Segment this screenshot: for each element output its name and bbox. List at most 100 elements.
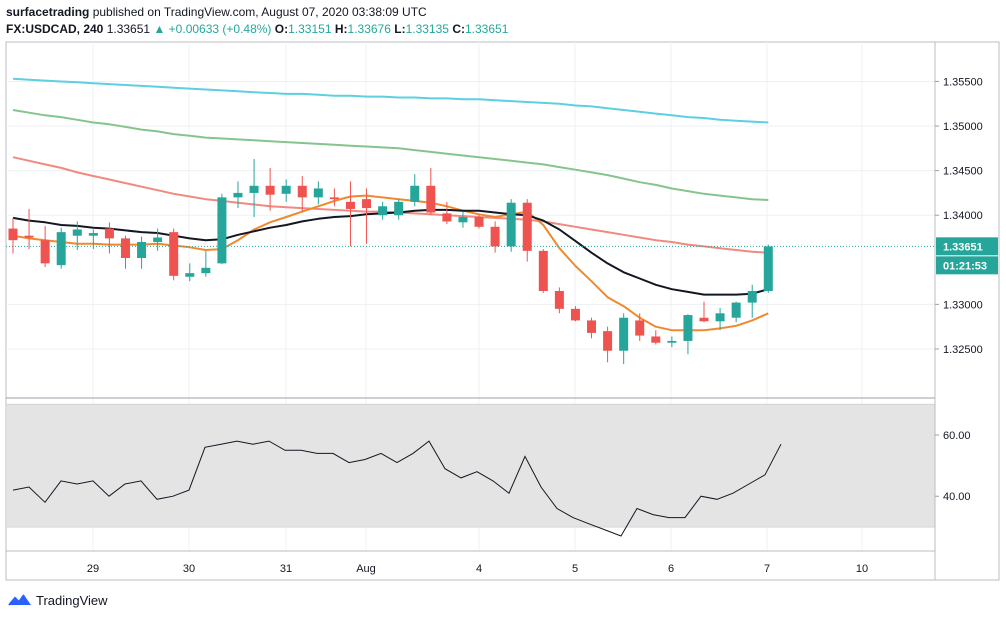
price-tick-label: 1.34000 [943, 210, 983, 222]
candle-body [249, 185, 259, 193]
candle-up [137, 236, 147, 269]
open-label: O: [274, 22, 289, 36]
time-tick-label: 30 [183, 563, 195, 575]
candle-body [731, 302, 741, 318]
candle-body [313, 188, 323, 198]
candle-body [185, 273, 195, 277]
publish-line: surfacetrading published on TradingView.… [6, 4, 508, 21]
candle-body [683, 315, 693, 341]
candle-body [56, 232, 66, 266]
candle-down [699, 301, 709, 323]
candle-up [394, 199, 404, 220]
change-up-icon: ▲ [153, 22, 166, 36]
candle-up [683, 314, 693, 355]
candle-up [667, 336, 677, 348]
candle-body [458, 216, 468, 223]
candle-body [72, 229, 82, 236]
time-tick-label: 10 [856, 563, 868, 575]
candle-down [169, 228, 179, 281]
candle-body [265, 185, 275, 195]
candle-body [378, 206, 388, 216]
candle-body [619, 317, 629, 351]
candle-down [120, 235, 130, 269]
time-tick-label: 31 [280, 563, 292, 575]
candle-body [506, 202, 516, 247]
candle-body [635, 320, 645, 336]
high-label: H: [334, 22, 348, 36]
low-value: 1.33135 [405, 22, 449, 36]
candle-down [538, 249, 548, 293]
price-tick-label: 1.33000 [943, 299, 983, 311]
candle-down [570, 306, 580, 322]
tradingview-logo-icon[interactable] [8, 592, 32, 608]
ma-black-line [12, 208, 769, 296]
candle-up [88, 229, 98, 250]
chart-header: surfacetrading published on TradingView.… [6, 4, 508, 38]
candle-up [153, 228, 163, 251]
candle-up [313, 181, 323, 205]
symbol-label[interactable]: FX:USDCAD, 240 [6, 22, 104, 36]
candle-up [458, 211, 468, 228]
time-tick-label: 6 [668, 563, 674, 575]
candlestick-series[interactable] [8, 159, 773, 365]
candle-body [538, 250, 548, 291]
candle-down [345, 181, 355, 247]
candle-up [619, 313, 629, 365]
price-chart[interactable]: 29 30 31 Aug 4 5 6 7 10 1.35500 1.35000 1.34500 1.34… [0, 0, 1006, 590]
candle-body [345, 201, 355, 209]
candle-body [426, 185, 436, 213]
candle-body [169, 232, 179, 276]
candle-body [362, 199, 372, 209]
price-tick-label: 1.35500 [943, 76, 983, 88]
candle-down [522, 199, 532, 262]
countdown-tag [936, 256, 998, 275]
candle-body [587, 320, 597, 333]
last-price-tag-label: 1.33651 [943, 241, 983, 253]
candle-down [24, 208, 34, 250]
rsi-tick-label: 40.00 [943, 491, 971, 503]
candle-up [233, 181, 243, 209]
candle-body [715, 313, 725, 322]
candle-down [442, 201, 452, 225]
publish-info: published on TradingView.com, August 07,… [92, 5, 427, 19]
candle-body [8, 228, 18, 241]
time-tick-label: 7 [764, 563, 770, 575]
candle-body [233, 192, 243, 198]
candle-body [88, 233, 98, 236]
ma-green-line [12, 109, 769, 201]
candle-down [635, 313, 645, 341]
candle-body [474, 216, 484, 227]
candle-body [120, 238, 130, 259]
candle-body [201, 267, 211, 274]
candle-up [763, 244, 773, 293]
candle-down [603, 326, 613, 363]
candle-body [490, 226, 500, 247]
candle-up [217, 193, 227, 265]
candle-body [667, 340, 677, 343]
candle-body [651, 336, 661, 343]
price-tick-label: 1.35000 [943, 121, 983, 133]
footer-brand[interactable]: TradingView [36, 592, 108, 608]
candle-body [24, 235, 34, 238]
time-tick-label: Aug [356, 563, 376, 575]
candle-up [747, 284, 757, 318]
candle-up [249, 159, 259, 217]
rsi-series [12, 440, 782, 537]
candle-down [40, 225, 50, 267]
candle-down [265, 167, 275, 211]
candle-up [185, 263, 195, 282]
rsi-line [12, 440, 782, 537]
candle-down [490, 221, 500, 253]
close-label: C: [452, 22, 465, 36]
rsi-tick-label: 60.00 [943, 430, 971, 442]
author-name[interactable]: surfacetrading [6, 5, 90, 19]
candle-body [281, 185, 291, 194]
candle-down [297, 175, 307, 212]
candle-down [554, 287, 564, 314]
rsi-band [7, 404, 935, 527]
candle-body [522, 202, 532, 251]
candle-up [506, 199, 516, 252]
low-label: L: [394, 22, 406, 36]
candle-body [217, 197, 227, 264]
open-value: 1.33151 [288, 22, 332, 36]
